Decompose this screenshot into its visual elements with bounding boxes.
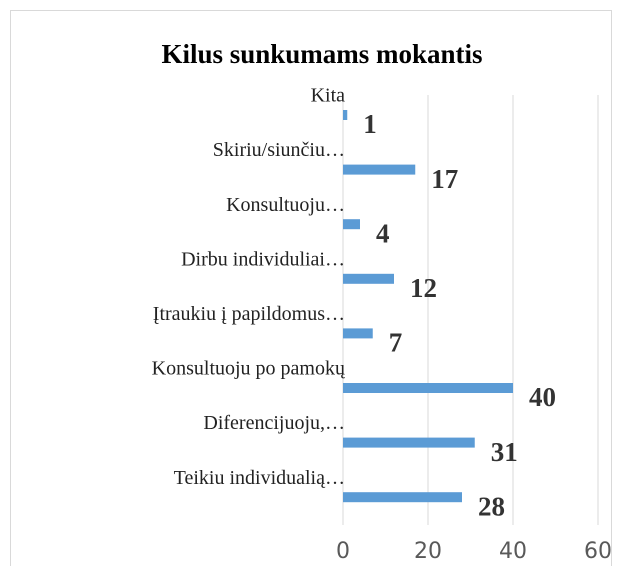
bar	[343, 110, 348, 120]
category-label: Diferencijuoju,…	[203, 412, 345, 434]
bar	[343, 492, 462, 503]
value-label: 31	[491, 437, 518, 467]
bar	[343, 328, 373, 339]
value-label: 12	[410, 273, 437, 303]
category-label: Konsultuoju…	[226, 194, 345, 216]
value-label: 4	[376, 218, 390, 248]
bar	[343, 164, 416, 175]
value-label: 7	[389, 328, 403, 358]
category-label: Konsultuoju po pamokų	[152, 358, 346, 380]
category-label: Dirbu individuliai…	[181, 248, 345, 270]
value-label: 17	[431, 164, 458, 194]
chart-title: Kilus sunkumams mokantis	[161, 39, 482, 69]
bar	[343, 273, 394, 284]
bar	[343, 383, 513, 393]
x-tick-label: 20	[414, 539, 442, 564]
category-label: Įtraukiu į papildomus…	[153, 303, 345, 325]
bar	[343, 437, 475, 448]
x-tick-label: 60	[584, 539, 612, 564]
value-label: 28	[478, 491, 505, 521]
value-label: 40	[529, 382, 556, 412]
chart-border	[10, 10, 612, 566]
category-label: Teikiu individualią…	[174, 467, 345, 489]
bar	[343, 219, 360, 230]
category-label: Skiriu/siunčiu…	[213, 139, 345, 161]
x-tick-label: 40	[499, 539, 527, 564]
value-label: 1	[363, 109, 377, 139]
category-label: Kita	[311, 85, 346, 107]
x-tick-label: 0	[336, 539, 350, 564]
